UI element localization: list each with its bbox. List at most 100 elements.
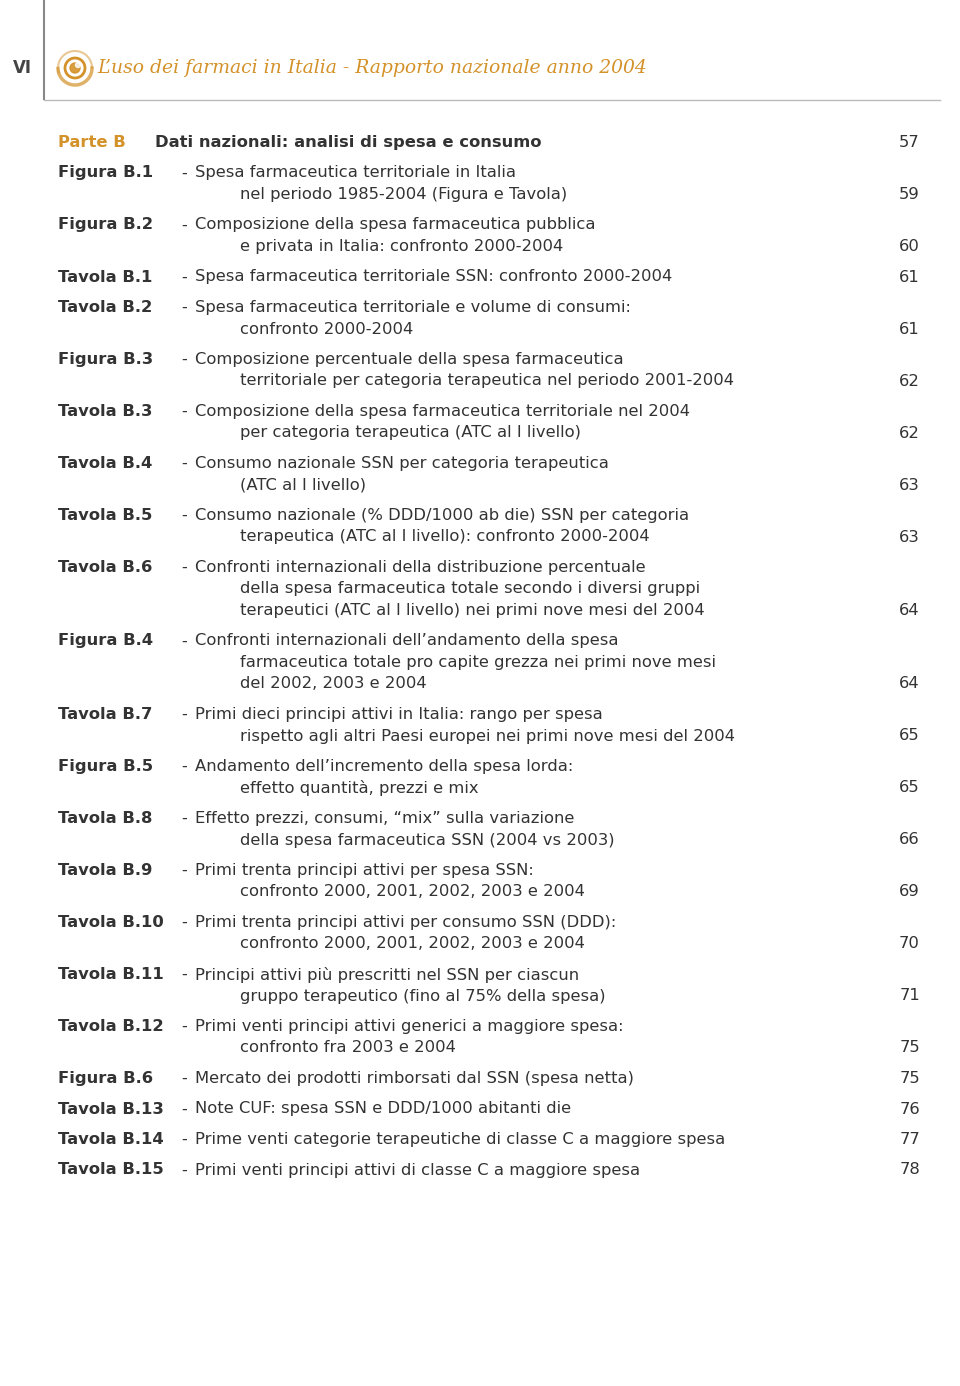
Text: -: -: [181, 760, 187, 773]
Text: 57: 57: [900, 134, 920, 150]
Text: Confronti internazionali dell’andamento della spesa: Confronti internazionali dell’andamento …: [195, 633, 618, 649]
Text: terapeutici (ATC al I livello) nei primi nove mesi del 2004: terapeutici (ATC al I livello) nei primi…: [240, 603, 705, 618]
Text: territoriale per categoria terapeutica nel periodo 2001-2004: territoriale per categoria terapeutica n…: [240, 373, 734, 388]
Text: L’uso dei farmaci in Italia - Rapporto nazionale anno 2004: L’uso dei farmaci in Italia - Rapporto n…: [97, 60, 647, 78]
Text: Composizione della spesa farmaceutica territoriale nel 2004: Composizione della spesa farmaceutica te…: [195, 403, 690, 419]
Text: Tavola B.13: Tavola B.13: [58, 1102, 164, 1117]
Text: Figura B.2: Figura B.2: [58, 218, 153, 233]
Text: Composizione della spesa farmaceutica pubblica: Composizione della spesa farmaceutica pu…: [195, 218, 595, 233]
Text: Tavola B.7: Tavola B.7: [58, 707, 153, 722]
Text: 65: 65: [900, 780, 920, 796]
Text: -: -: [181, 1102, 187, 1117]
Text: Tavola B.12: Tavola B.12: [58, 1019, 163, 1034]
Text: 63: 63: [900, 529, 920, 545]
Text: 64: 64: [900, 676, 920, 692]
Text: Primi venti principi attivi generici a maggiore spesa:: Primi venti principi attivi generici a m…: [195, 1019, 623, 1034]
Text: 66: 66: [900, 833, 920, 847]
Text: 63: 63: [900, 478, 920, 492]
Text: Andamento dell’incremento della spesa lorda:: Andamento dell’incremento della spesa lo…: [195, 760, 573, 773]
Text: Tavola B.1: Tavola B.1: [58, 269, 153, 284]
Text: Figura B.1: Figura B.1: [58, 165, 154, 180]
Text: Parte B: Parte B: [58, 134, 126, 150]
Text: 77: 77: [900, 1132, 920, 1148]
Text: confronto fra 2003 e 2004: confronto fra 2003 e 2004: [240, 1041, 456, 1056]
Text: Spesa farmaceutica territoriale SSN: confronto 2000-2004: Spesa farmaceutica territoriale SSN: con…: [195, 269, 672, 284]
Text: del 2002, 2003 e 2004: del 2002, 2003 e 2004: [240, 676, 426, 692]
Text: Figura B.5: Figura B.5: [58, 760, 154, 773]
Text: -: -: [181, 915, 187, 930]
Text: -: -: [181, 633, 187, 649]
Text: -: -: [181, 707, 187, 722]
Text: Primi venti principi attivi di classe C a maggiore spesa: Primi venti principi attivi di classe C …: [195, 1163, 640, 1178]
Text: -: -: [181, 509, 187, 523]
Text: Note CUF: spesa SSN e DDD/1000 abitanti die: Note CUF: spesa SSN e DDD/1000 abitanti …: [195, 1102, 571, 1117]
Text: 65: 65: [900, 729, 920, 743]
Text: farmaceutica totale pro capite grezza nei primi nove mesi: farmaceutica totale pro capite grezza ne…: [240, 656, 716, 669]
Text: Primi trenta principi attivi per consumo SSN (DDD):: Primi trenta principi attivi per consumo…: [195, 915, 616, 930]
Text: -: -: [181, 1163, 187, 1178]
Text: Composizione percentuale della spesa farmaceutica: Composizione percentuale della spesa far…: [195, 352, 624, 367]
Text: Tavola B.14: Tavola B.14: [58, 1132, 164, 1148]
Text: Consumo nazionale SSN per categoria terapeutica: Consumo nazionale SSN per categoria tera…: [195, 456, 609, 471]
Text: Tavola B.15: Tavola B.15: [58, 1163, 164, 1178]
Text: della spesa farmaceutica SSN (2004 vs 2003): della spesa farmaceutica SSN (2004 vs 20…: [240, 833, 614, 847]
Text: 59: 59: [900, 187, 920, 202]
Text: VI: VI: [12, 60, 32, 78]
Text: Mercato dei prodotti rimborsati dal SSN (spesa netta): Mercato dei prodotti rimborsati dal SSN …: [195, 1071, 634, 1087]
Text: (ATC al I livello): (ATC al I livello): [240, 478, 366, 492]
Text: Confronti internazionali della distribuzione percentuale: Confronti internazionali della distribuz…: [195, 560, 646, 575]
Text: rispetto agli altri Paesi europei nei primi nove mesi del 2004: rispetto agli altri Paesi europei nei pr…: [240, 729, 735, 743]
Text: terapeutica (ATC al I livello): confronto 2000-2004: terapeutica (ATC al I livello): confront…: [240, 529, 650, 545]
Text: Figura B.6: Figura B.6: [58, 1071, 154, 1087]
Text: confronto 2000, 2001, 2002, 2003 e 2004: confronto 2000, 2001, 2002, 2003 e 2004: [240, 884, 585, 900]
Text: -: -: [181, 456, 187, 471]
Text: Tavola B.2: Tavola B.2: [58, 299, 153, 315]
Text: -: -: [181, 165, 187, 180]
Text: 60: 60: [900, 238, 920, 254]
Text: -: -: [181, 218, 187, 233]
Text: -: -: [181, 863, 187, 877]
Text: per categoria terapeutica (ATC al I livello): per categoria terapeutica (ATC al I live…: [240, 426, 581, 441]
Text: -: -: [181, 1071, 187, 1087]
Text: confronto 2000-2004: confronto 2000-2004: [240, 322, 413, 337]
Text: gruppo terapeutico (fino al 75% della spesa): gruppo terapeutico (fino al 75% della sp…: [240, 988, 606, 1003]
Text: Principi attivi più prescritti nel SSN per ciascun: Principi attivi più prescritti nel SSN p…: [195, 967, 579, 983]
Text: 71: 71: [900, 988, 920, 1003]
Text: 61: 61: [900, 269, 920, 284]
Text: nel periodo 1985-2004 (Figura e Tavola): nel periodo 1985-2004 (Figura e Tavola): [240, 187, 567, 202]
Text: Prime venti categorie terapeutiche di classe C a maggiore spesa: Prime venti categorie terapeutiche di cl…: [195, 1132, 725, 1148]
Text: Tavola B.11: Tavola B.11: [58, 967, 164, 983]
Text: -: -: [181, 1019, 187, 1034]
Text: della spesa farmaceutica totale secondo i diversi gruppi: della spesa farmaceutica totale secondo …: [240, 582, 700, 596]
Text: Primi dieci principi attivi in Italia: rango per spesa: Primi dieci principi attivi in Italia: r…: [195, 707, 603, 722]
Text: Dati nazionali: analisi di spesa e consumo: Dati nazionali: analisi di spesa e consu…: [155, 134, 541, 150]
Text: 64: 64: [900, 603, 920, 618]
Text: Tavola B.5: Tavola B.5: [58, 509, 153, 523]
Text: -: -: [181, 967, 187, 983]
Text: 61: 61: [900, 322, 920, 337]
Text: Consumo nazionale (% DDD/1000 ab die) SSN per categoria: Consumo nazionale (% DDD/1000 ab die) SS…: [195, 509, 689, 523]
Text: Effetto prezzi, consumi, “mix” sulla variazione: Effetto prezzi, consumi, “mix” sulla var…: [195, 811, 574, 826]
Text: 69: 69: [900, 884, 920, 900]
Text: -: -: [181, 403, 187, 419]
Text: Tavola B.4: Tavola B.4: [58, 456, 153, 471]
Text: 76: 76: [900, 1102, 920, 1117]
Text: -: -: [181, 269, 187, 284]
Text: effetto quantità, prezzi e mix: effetto quantità, prezzi e mix: [240, 780, 479, 797]
Text: Spesa farmaceutica territoriale in Italia: Spesa farmaceutica territoriale in Itali…: [195, 165, 516, 180]
Text: Figura B.4: Figura B.4: [58, 633, 154, 649]
Text: -: -: [181, 1132, 187, 1148]
Text: 62: 62: [900, 426, 920, 441]
Text: Figura B.3: Figura B.3: [58, 352, 154, 367]
Text: 75: 75: [900, 1071, 920, 1087]
Text: 78: 78: [900, 1163, 920, 1178]
Text: 70: 70: [900, 937, 920, 952]
Text: Tavola B.9: Tavola B.9: [58, 863, 153, 877]
Text: -: -: [181, 560, 187, 575]
Text: Tavola B.10: Tavola B.10: [58, 915, 164, 930]
Text: confronto 2000, 2001, 2002, 2003 e 2004: confronto 2000, 2001, 2002, 2003 e 2004: [240, 937, 585, 952]
Text: Spesa farmaceutica territoriale e volume di consumi:: Spesa farmaceutica territoriale e volume…: [195, 299, 631, 315]
Text: -: -: [181, 299, 187, 315]
Text: -: -: [181, 811, 187, 826]
Text: Tavola B.3: Tavola B.3: [58, 403, 153, 419]
